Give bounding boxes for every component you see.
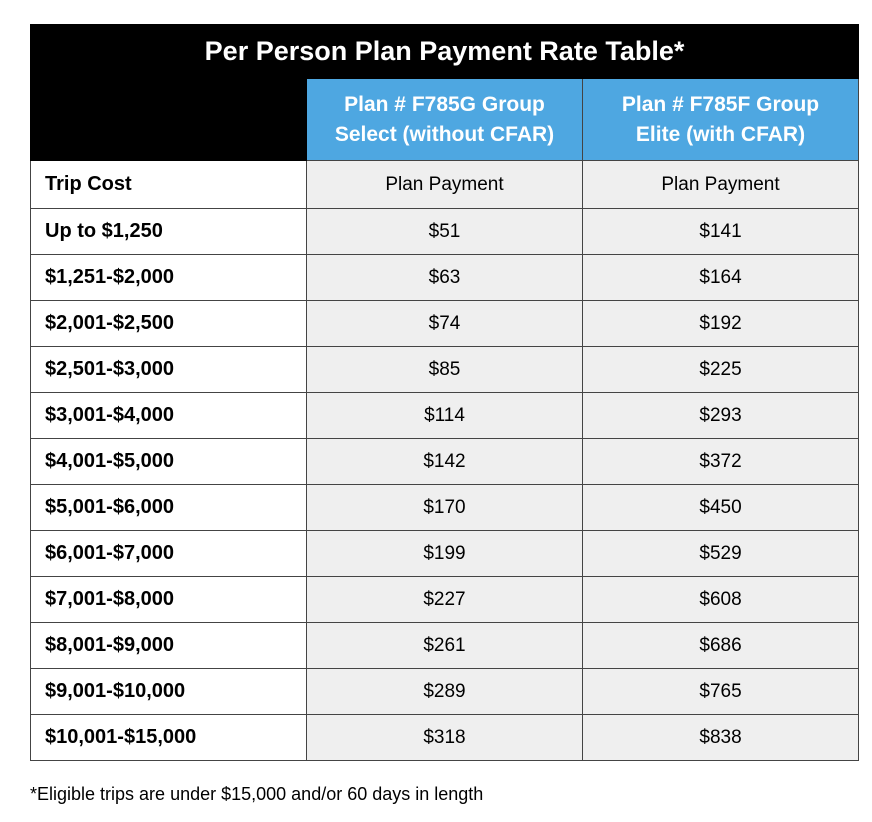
column-header-row: Trip Cost Plan Payment Plan Payment <box>30 160 860 209</box>
rate-row: Up to $1,250 $51 $141 <box>30 208 860 255</box>
plan-header-line: Elite (with CFAR) <box>635 122 806 146</box>
plan-payment: $686 <box>581 622 860 669</box>
trip-cost: $4,001-$5,000 <box>30 438 307 485</box>
plan-payment: $225 <box>581 346 860 393</box>
rate-row: $4,001-$5,000 $142 $372 <box>30 438 860 485</box>
plan-payment: $85 <box>306 346 583 393</box>
plan-payment: $608 <box>581 576 860 623</box>
plan-payment: $199 <box>306 530 583 577</box>
plan-payment: $164 <box>581 254 860 301</box>
trip-cost: Up to $1,250 <box>30 208 307 255</box>
trip-cost: $9,001-$10,000 <box>30 668 307 715</box>
rate-row: $5,001-$6,000 $170 $450 <box>30 484 860 531</box>
plan-header: Plan # F785G Group Select (without CFAR) <box>306 78 583 161</box>
plan-payment: $838 <box>581 714 860 761</box>
trip-cost: $7,001-$8,000 <box>30 576 307 623</box>
plan-payment: $318 <box>306 714 583 761</box>
rate-row: $6,001-$7,000 $199 $529 <box>30 530 860 577</box>
plan-payment: $529 <box>581 530 860 577</box>
plan-header: Plan # F785F Group Elite (with CFAR) <box>581 78 860 161</box>
trip-cost: $6,001-$7,000 <box>30 530 307 577</box>
column-header: Plan Payment <box>306 160 583 209</box>
plan-payment: $192 <box>581 300 860 347</box>
trip-cost: $5,001-$6,000 <box>30 484 307 531</box>
plan-header-line: Plan # F785F Group <box>621 92 820 116</box>
trip-cost: $2,501-$3,000 <box>30 346 307 393</box>
trip-cost: $10,001-$15,000 <box>30 714 307 761</box>
plan-payment: $227 <box>306 576 583 623</box>
trip-cost: $2,001-$2,500 <box>30 300 307 347</box>
blank-cell <box>30 78 307 161</box>
plan-payment: $141 <box>581 208 860 255</box>
plan-payment: $51 <box>306 208 583 255</box>
rate-row: $7,001-$8,000 $227 $608 <box>30 576 860 623</box>
plan-payment: $74 <box>306 300 583 347</box>
rate-row: $9,001-$10,000 $289 $765 <box>30 668 860 715</box>
rate-row: $8,001-$9,000 $261 $686 <box>30 622 860 669</box>
plan-payment: $170 <box>306 484 583 531</box>
rate-row: $3,001-$4,000 $114 $293 <box>30 392 860 439</box>
rate-table: Per Person Plan Payment Rate Table* Plan… <box>29 24 860 761</box>
table-title: Per Person Plan Payment Rate Table* <box>29 24 860 79</box>
plan-payment: $450 <box>581 484 860 531</box>
column-header: Plan Payment <box>581 160 860 209</box>
rate-row: $1,251-$2,000 $63 $164 <box>30 254 860 301</box>
trip-cost: $8,001-$9,000 <box>30 622 307 669</box>
plan-header-line: Plan # F785G Group <box>344 92 545 116</box>
rate-row: $2,501-$3,000 $85 $225 <box>30 346 860 393</box>
plan-header-line: Select (without CFAR) <box>334 122 555 146</box>
table-body: Per Person Plan Payment Rate Table* Plan… <box>29 24 860 761</box>
rate-row: $10,001-$15,000 $318 $838 <box>30 714 860 761</box>
plan-payment: $293 <box>581 392 860 439</box>
plan-header-row: Plan # F785G Group Select (without CFAR) P… <box>30 78 860 161</box>
plan-payment: $289 <box>306 668 583 715</box>
trip-cost: $3,001-$4,000 <box>30 392 307 439</box>
plan-payment: $765 <box>581 668 860 715</box>
plan-payment: $142 <box>306 438 583 485</box>
title-row: Per Person Plan Payment Rate Table* <box>29 24 860 79</box>
plan-payment: $114 <box>306 392 583 439</box>
plan-payment: $63 <box>306 254 583 301</box>
rate-row: $2,001-$2,500 $74 $192 <box>30 300 860 347</box>
trip-cost: $1,251-$2,000 <box>30 254 307 301</box>
plan-payment: $372 <box>581 438 860 485</box>
plan-payment: $261 <box>306 622 583 669</box>
column-header: Trip Cost <box>30 160 307 209</box>
footnote: *Eligible trips are under $15,000 and/or… <box>30 784 484 804</box>
